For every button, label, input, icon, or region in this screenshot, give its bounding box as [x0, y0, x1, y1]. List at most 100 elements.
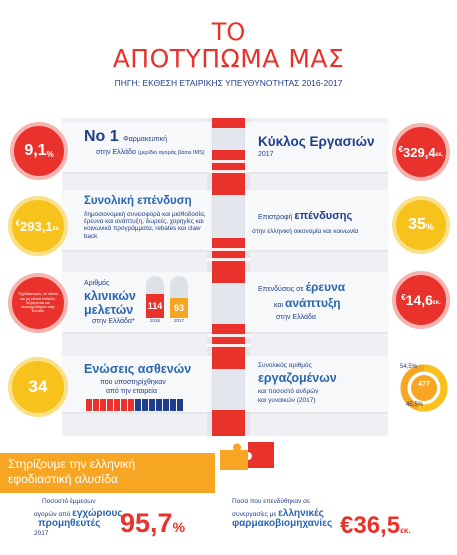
person-icon: [170, 399, 176, 411]
stripe-e: [207, 334, 250, 337]
rnd-line1: Επενδύσεις σε έρευνα: [258, 280, 345, 294]
revenue-prefix: €: [398, 144, 404, 154]
person-icon: [177, 399, 183, 411]
card-row2-right: [245, 190, 388, 250]
suppliers-value-wrap: 95,7%: [120, 508, 185, 539]
title-line-2: ΑΠΟΤΥΠΩΜΑ ΜΑΣ: [112, 44, 345, 73]
donut-men: [400, 364, 448, 412]
person-icon: [163, 399, 169, 411]
patient-assoc-sub1: που υποστηρίχθηκαν: [100, 379, 166, 386]
revenue-value: 329,4: [403, 144, 436, 160]
red-strip-5: [212, 410, 245, 436]
banner-line2: εφοδιαστική αλυσίδα: [8, 472, 118, 486]
donut-center: [411, 375, 437, 401]
revenue-head: Κύκλος Εργασιών: [258, 134, 375, 149]
rnd-emph: έρευνα: [305, 280, 346, 294]
rnd-value: 14,6: [405, 292, 433, 308]
clinical-line3: μελετών: [84, 303, 134, 317]
person-icon: [107, 399, 113, 411]
revenue-circle: €329,4 εκ.: [392, 123, 450, 181]
roi-circle: 35%: [392, 196, 450, 254]
suppliers-year: 2017: [34, 530, 49, 537]
pharma-emph: ελληνικές: [278, 508, 324, 519]
stripe-c: [207, 248, 250, 251]
investment-body: δημοσιονομική συνεισφορά και μισθοδοσία,…: [84, 211, 206, 240]
employees-line3: και ποσοστό ανδρών: [258, 388, 319, 395]
suppliers-line1: Ποσοστό έμμεσων: [42, 498, 96, 505]
source-line: ΠΗΓΗ: ΕΚΘΕΣΗ ΕΤΑΙΡΙΚΗΣ ΥΠΕΥΘΥΝΟΤΗΤΑΣ 201…: [114, 78, 343, 88]
person-icon: [114, 399, 120, 411]
card-row3-right: [245, 272, 388, 332]
pharma-line3: φαρμακοβιομηχανίες: [232, 518, 333, 529]
revenue-unit: εκ.: [435, 152, 444, 158]
employees-line1: Συνολικός αριθμός: [258, 362, 312, 369]
pharma-value: €36,5: [340, 512, 401, 539]
bar-2016-year: 2016: [149, 318, 160, 323]
patient-assoc-circle: 34: [8, 357, 68, 417]
suppliers-value: 95,7: [120, 508, 173, 538]
rnd-prefix: €: [401, 292, 406, 302]
employees-line4: και γυναικών (2017): [258, 397, 316, 404]
no1-suffix: Φαρμακευτική: [123, 136, 167, 143]
market-share-circle: 9,1%: [10, 122, 68, 180]
person-icon: [156, 399, 162, 411]
person-icon: [128, 399, 134, 411]
market-share-value: 9,1: [24, 142, 47, 159]
rnd-unit: εκ.: [432, 300, 441, 306]
pharma-value-wrap: €36,5εκ.: [340, 512, 411, 540]
no1-label: Νο 1: [84, 128, 119, 145]
roi-unit: %: [425, 222, 434, 232]
stripe-b: [207, 170, 250, 173]
suppliers-unit: %: [172, 519, 186, 535]
patient-assoc-head: Ενώσεις ασθενών: [84, 362, 192, 376]
stripe-a: [207, 160, 250, 163]
suppliers-line3: προμηθευτές: [38, 518, 101, 529]
clinical-note: *Σχεδιάστηκαν, σε εθνικό και μη εθνικό ε…: [18, 292, 59, 314]
pharma-line2: συνεργασίες με ελληνικές: [232, 508, 324, 519]
rnd-line2: και ανάπτυξη: [274, 296, 341, 310]
pharma-pre: συνεργασίες με: [232, 511, 277, 518]
no1-sub: στην Ελλάδα: [96, 149, 136, 156]
person-icon: [86, 399, 92, 411]
investment-head: Συνολική επένδυση: [84, 195, 192, 207]
clinical-line4: στην Ελλάδα*: [92, 318, 135, 325]
rnd-emph2: ανάπτυξη: [284, 296, 341, 310]
row1-left-sub: στην Ελλάδα (μερίδιο αγοράς βάσει IMS): [96, 149, 205, 156]
revenue-year: 2017: [258, 151, 274, 158]
bar-2017-value: 93: [173, 303, 184, 313]
rnd-and: και: [274, 302, 284, 309]
patient-assoc-sub2: από την εταιρεία: [106, 388, 157, 395]
title-line-1: ΤΟ: [211, 18, 246, 46]
clinical-bar-chart: 114 93 2016 2017: [146, 276, 190, 324]
person-icon: [142, 399, 148, 411]
suppliers-emph: εγχώριους: [72, 508, 123, 519]
stripe-d: [207, 258, 250, 261]
investment-value: 293,1: [20, 218, 53, 234]
supply-chain-banner: Στηρίζουμε την ελληνική εφοδιαστική αλυσ…: [0, 453, 215, 493]
no1-note: (μερίδιο αγοράς βάσει IMS): [137, 150, 205, 156]
card-row2-left: [62, 190, 212, 250]
gender-donut: [400, 364, 448, 412]
men-pct: 54,5%: [400, 364, 418, 370]
clinical-note-circle: *Σχεδιάστηκαν, σε εθνικό και μη εθνικό ε…: [8, 273, 68, 333]
clinical-line1: Αριθμός: [84, 280, 110, 287]
roi-line1: Επιστροφή επένδυσης: [258, 210, 352, 222]
patient-assoc-value: 34: [28, 377, 48, 396]
person-icon: [93, 399, 99, 411]
investment-circle: €293,1 εκ.: [8, 196, 68, 256]
pharma-unit: εκ.: [400, 526, 411, 535]
suppliers-pre: αγορών από: [34, 511, 71, 518]
women-pct: 45,5%: [406, 402, 424, 408]
bar-2016: 114: [146, 294, 164, 318]
suppliers-line2: αγορών από εγχώριους: [34, 508, 123, 519]
rnd-line3: στην Ελλάδα: [276, 314, 316, 321]
roi-value: 35: [408, 216, 426, 233]
puzzle-piece-left: [220, 443, 248, 470]
banner-line1: Στηρίζουμε την ελληνική: [8, 457, 136, 471]
market-share-unit: %: [46, 149, 54, 159]
person-icon: [149, 399, 155, 411]
card-row4-right: [245, 356, 388, 412]
bar-2016-value: 114: [147, 301, 163, 311]
person-icon: [135, 399, 141, 411]
roi-emph: επένδυσης: [294, 210, 353, 222]
